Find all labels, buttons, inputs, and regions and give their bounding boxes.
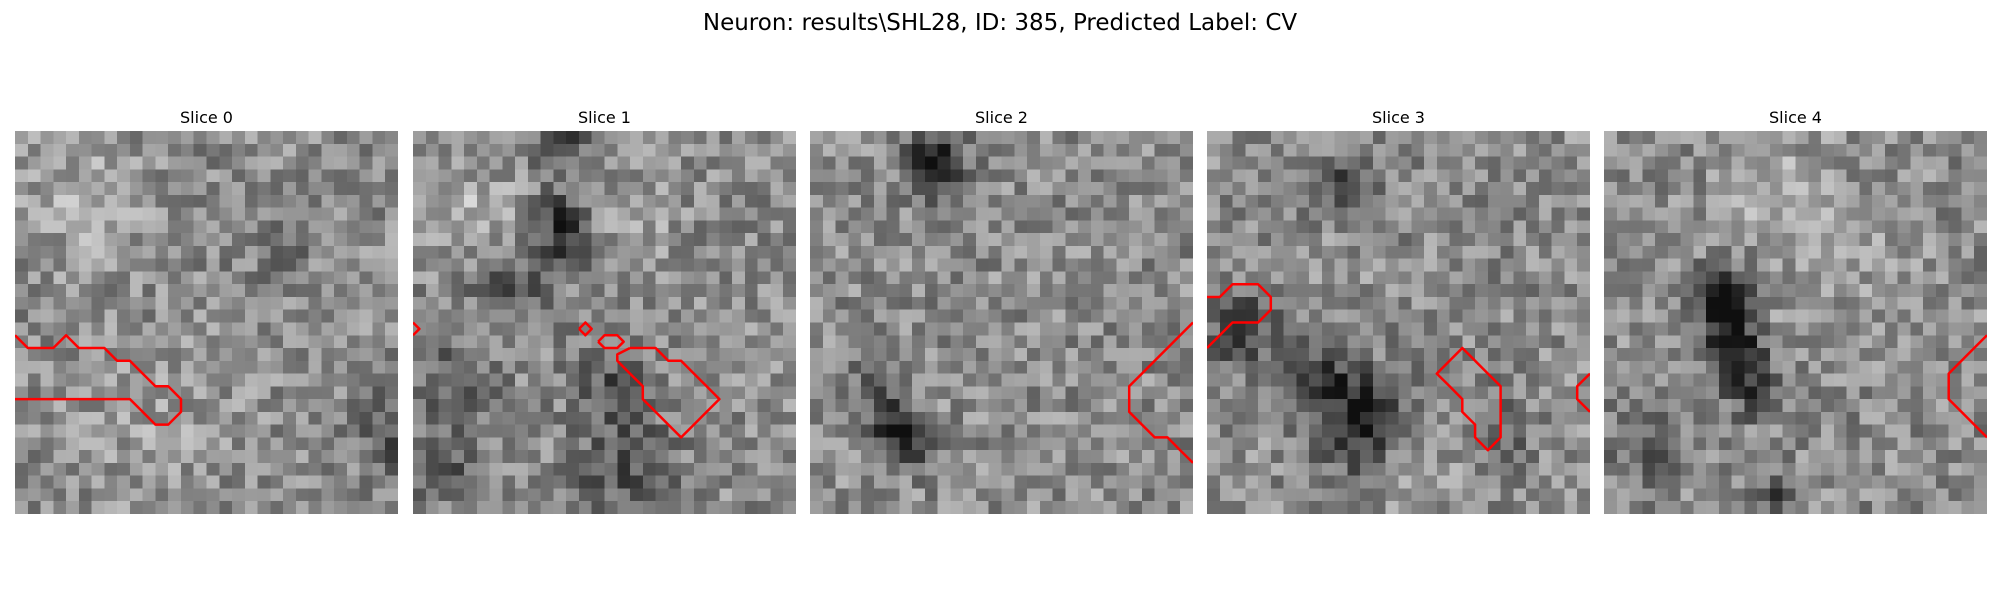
slice-panel-1: Slice 1: [413, 108, 796, 514]
slice-title: Slice 3: [1372, 108, 1425, 127]
segmentation-contour: [1127, 321, 1193, 464]
segmentation-contour: [1207, 282, 1273, 349]
slice-image: [15, 131, 398, 514]
contour-overlay: [1207, 282, 1590, 452]
slice-title: Slice 4: [1769, 108, 1822, 127]
segmentation-contour: [1947, 334, 1987, 439]
segmentation-contour: [1575, 372, 1590, 413]
slice-title: Slice 0: [180, 108, 233, 127]
segmentation-contour: [597, 334, 625, 350]
slice-panel-2: Slice 2: [810, 108, 1193, 514]
contour-overlay: [1947, 334, 1987, 439]
segmentation-contour: [15, 334, 183, 426]
segmentation-contour: [578, 321, 593, 337]
slice-panel-0: Slice 0: [15, 108, 398, 514]
slice-panel-4: Slice 4: [1604, 108, 1987, 514]
slice-image: [1207, 131, 1590, 514]
slice-image: [1604, 131, 1987, 514]
contour-overlay: [15, 334, 183, 426]
figure-title: Neuron: results\SHL28, ID: 385, Predicte…: [702, 10, 1298, 36]
slice-title: Slice 1: [578, 108, 631, 127]
contour-overlay: [413, 321, 721, 439]
segmentation-contour: [413, 321, 421, 337]
contour-overlay: [1127, 321, 1193, 464]
segmentation-contour: [1435, 346, 1502, 452]
segmentation-contour: [616, 346, 721, 439]
slice-image: [810, 131, 1193, 514]
slice-image: [413, 131, 796, 514]
slice-title: Slice 2: [975, 108, 1028, 127]
slice-panel-3: Slice 3: [1207, 108, 1590, 514]
